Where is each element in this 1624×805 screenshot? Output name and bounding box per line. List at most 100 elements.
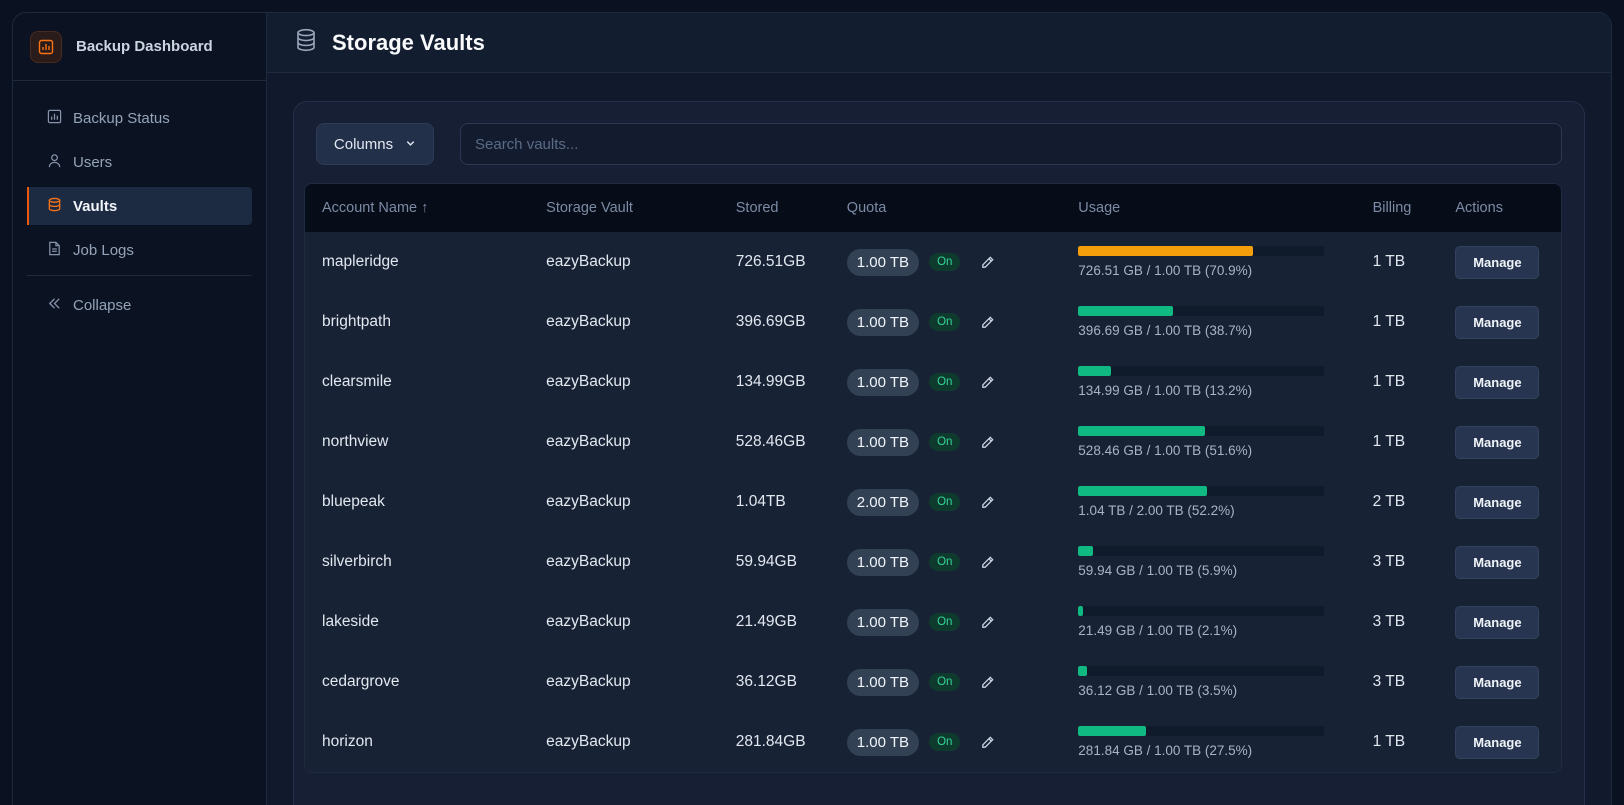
quota-status-badge: On [929, 613, 961, 631]
sidebar-item-backup-status[interactable]: Backup Status [27, 99, 252, 137]
actions-cell: Manage [1438, 652, 1561, 712]
pencil-icon[interactable] [980, 495, 995, 510]
search-input[interactable] [460, 123, 1562, 165]
quota-cell: 1.00 TB On [830, 412, 1062, 472]
manage-button[interactable]: Manage [1455, 245, 1540, 279]
header-account-name[interactable]: Account Name ↑ [322, 200, 429, 216]
stored-value: 1.04TB [735, 493, 786, 510]
main: Storage Vaults Columns [267, 13, 1611, 805]
manage-button[interactable]: Manage [1455, 665, 1540, 699]
account-name: bluepeak [322, 493, 385, 510]
pencil-icon[interactable] [980, 735, 995, 750]
quota-cell: 1.00 TB On [830, 532, 1062, 592]
quota-pill: 1.00 TB [846, 428, 920, 456]
sidebar-item-label: Users [73, 153, 113, 171]
manage-button[interactable]: Manage [1455, 365, 1540, 399]
content: Columns [267, 73, 1611, 805]
pencil-icon[interactable] [980, 435, 995, 450]
storage-vault: eazyBackup [546, 253, 631, 270]
manage-button[interactable]: Manage [1455, 545, 1540, 579]
usage-bar-fill [1078, 546, 1093, 556]
usage-cell: 134.99 GB / 1.00 TB (13.2%) [1061, 352, 1355, 412]
sidebar-item-users[interactable]: Users [27, 143, 252, 181]
storage-vault: eazyBackup [546, 553, 631, 570]
table-row: clearsmile eazyBackup 134.99GB 1.00 TB On 134… [305, 352, 1561, 412]
header-stored: Stored [735, 200, 779, 216]
quota-cell: 1.00 TB On [830, 292, 1062, 352]
stored-value: 134.99GB [735, 373, 806, 390]
columns-button[interactable]: Columns [316, 123, 434, 165]
actions-cell: Manage [1438, 592, 1561, 652]
sidebar-item-label: Vaults [73, 197, 118, 215]
sidebar-item-label: Backup Status [73, 109, 170, 127]
usage-text: 726.51 GB / 1.00 TB (70.9%) [1078, 263, 1253, 278]
stored-value: 396.69GB [735, 313, 806, 330]
account-name: silverbirch [322, 553, 392, 570]
storage-vault: eazyBackup [546, 613, 631, 630]
quota-status-badge: On [929, 253, 961, 271]
quota-status-badge: On [929, 553, 961, 571]
quota-status-badge: On [929, 673, 961, 691]
usage-bar-fill [1078, 366, 1111, 376]
page-header: Storage Vaults [267, 13, 1611, 73]
table-row: northview eazyBackup 528.46GB 1.00 TB On 528.… [305, 412, 1561, 472]
table-row: brightpath eazyBackup 396.69GB 1.00 TB On 396… [305, 292, 1561, 352]
manage-button[interactable]: Manage [1455, 725, 1540, 759]
pencil-icon[interactable] [980, 255, 995, 270]
storage-vault: eazyBackup [546, 313, 631, 330]
manage-button[interactable]: Manage [1455, 425, 1540, 459]
quota-cell: 1.00 TB On [830, 232, 1062, 292]
pencil-icon[interactable] [980, 375, 995, 390]
sidebar-item-vaults[interactable]: Vaults [27, 187, 252, 225]
usage-text: 21.49 GB / 1.00 TB (2.1%) [1078, 623, 1238, 638]
manage-button[interactable]: Manage [1455, 305, 1540, 339]
table-row: silverbirch eazyBackup 59.94GB 1.00 TB On 59.… [305, 532, 1561, 592]
chevron-down-icon [405, 136, 416, 153]
table-body: mapleridge eazyBackup 726.51GB 1.00 TB On 726… [305, 232, 1561, 772]
header-quota: Quota [846, 200, 887, 216]
stored-value: 726.51GB [735, 253, 806, 270]
usage-text: 281.84 GB / 1.00 TB (27.5%) [1078, 743, 1253, 758]
usage-cell: 21.49 GB / 1.00 TB (2.1%) [1061, 592, 1355, 652]
header-actions: Actions [1455, 200, 1503, 216]
usage-text: 396.69 GB / 1.00 TB (38.7%) [1078, 323, 1253, 338]
pencil-icon[interactable] [980, 315, 995, 330]
storage-vault: eazyBackup [546, 373, 631, 390]
table-row: bluepeak eazyBackup 1.04TB 2.00 TB On 1.04 TB… [305, 472, 1561, 532]
manage-button[interactable]: Manage [1455, 485, 1540, 519]
usage-bar [1078, 726, 1325, 736]
quota-cell: 1.00 TB On [830, 652, 1062, 712]
usage-text: 528.46 GB / 1.00 TB (51.6%) [1078, 443, 1253, 458]
sidebar-item-job-logs[interactable]: Job Logs [27, 231, 252, 269]
storage-vault: eazyBackup [546, 493, 631, 510]
actions-cell: Manage [1438, 232, 1561, 292]
header-storage-vault: Storage Vault [546, 200, 633, 216]
database-icon [295, 28, 317, 57]
pencil-icon[interactable] [980, 675, 995, 690]
quota-cell: 1.00 TB On [830, 712, 1062, 772]
sidebar-collapse[interactable]: Collapse [27, 286, 252, 324]
usage-text: 36.12 GB / 1.00 TB (3.5%) [1078, 683, 1238, 698]
billing-value: 1 TB [1372, 373, 1406, 390]
user-icon [47, 153, 62, 172]
pencil-icon[interactable] [980, 615, 995, 630]
stored-value: 36.12GB [735, 673, 797, 690]
usage-bar-fill [1078, 726, 1146, 736]
billing-value: 1 TB [1372, 313, 1406, 330]
collapse-label: Collapse [73, 296, 132, 314]
page-title: Storage Vaults [332, 29, 485, 55]
double-chevron-left-icon [47, 296, 62, 315]
billing-value: 1 TB [1372, 433, 1406, 450]
usage-bar [1078, 606, 1325, 616]
table-header-row: Account Name ↑ Storage Vault Stored Quot… [305, 184, 1561, 232]
usage-bar-fill [1078, 246, 1253, 256]
pencil-icon[interactable] [980, 555, 995, 570]
quota-pill: 1.00 TB [846, 548, 920, 576]
billing-value: 3 TB [1372, 673, 1406, 690]
actions-cell: Manage [1438, 532, 1561, 592]
billing-value: 1 TB [1372, 733, 1406, 750]
quota-pill: 1.00 TB [846, 668, 920, 696]
quota-pill: 1.00 TB [846, 368, 920, 396]
actions-cell: Manage [1438, 352, 1561, 412]
manage-button[interactable]: Manage [1455, 605, 1540, 639]
